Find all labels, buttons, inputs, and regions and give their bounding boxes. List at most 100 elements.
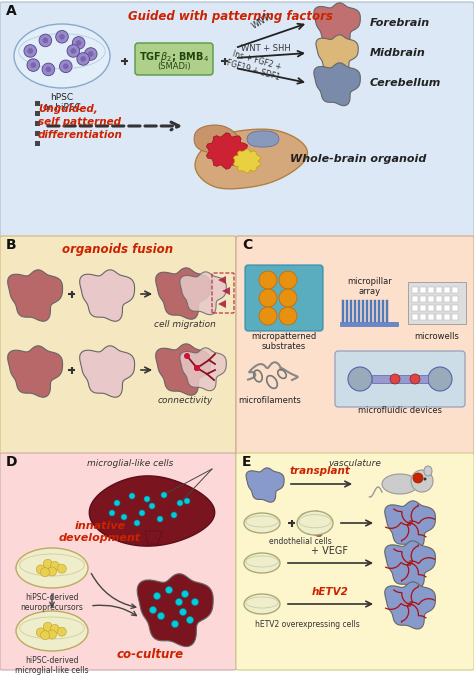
Circle shape (194, 365, 200, 371)
Polygon shape (233, 149, 260, 173)
Text: micropatterned
substrates: micropatterned substrates (251, 332, 317, 351)
Circle shape (184, 498, 190, 504)
Bar (436, 314, 442, 320)
Polygon shape (8, 346, 63, 397)
Circle shape (172, 621, 179, 628)
Circle shape (428, 367, 452, 391)
Text: microwells: microwells (415, 332, 459, 341)
Circle shape (80, 56, 86, 62)
Circle shape (390, 374, 400, 384)
Text: cell migration: cell migration (154, 320, 216, 329)
Circle shape (194, 365, 200, 371)
Text: Whole-brain organoid: Whole-brain organoid (290, 154, 426, 164)
Circle shape (149, 503, 155, 509)
Circle shape (194, 365, 200, 371)
Circle shape (43, 38, 48, 43)
Text: hiPSC-derived
neuroprecursors: hiPSC-derived neuroprecursors (20, 593, 83, 613)
Polygon shape (194, 125, 238, 153)
Text: microfilaments: microfilaments (238, 396, 301, 405)
Polygon shape (206, 133, 247, 169)
Circle shape (40, 630, 49, 640)
Polygon shape (180, 272, 227, 315)
Text: Forebrain: Forebrain (370, 18, 430, 28)
Bar (372, 375, 428, 383)
Circle shape (129, 493, 135, 499)
Circle shape (77, 53, 90, 65)
Circle shape (348, 367, 372, 391)
Polygon shape (145, 531, 162, 544)
Circle shape (410, 374, 420, 384)
Text: WNT + SHH: WNT + SHH (241, 44, 291, 53)
Circle shape (121, 514, 127, 520)
Bar (452, 287, 458, 293)
Circle shape (50, 624, 59, 633)
Text: microfluidic devices: microfluidic devices (358, 406, 442, 415)
Circle shape (171, 512, 177, 518)
Circle shape (30, 62, 36, 68)
FancyBboxPatch shape (245, 265, 323, 331)
Bar (444, 287, 450, 293)
Bar (444, 314, 450, 320)
Bar (386, 300, 388, 322)
Circle shape (279, 271, 297, 289)
Bar (378, 300, 380, 322)
Bar (374, 300, 376, 322)
Circle shape (43, 559, 52, 568)
Bar (452, 314, 458, 320)
Ellipse shape (16, 611, 88, 651)
Bar (35, 131, 40, 136)
Polygon shape (385, 582, 436, 629)
Circle shape (165, 587, 173, 593)
Bar (452, 305, 458, 311)
Circle shape (279, 307, 297, 325)
Circle shape (59, 60, 72, 73)
Circle shape (46, 67, 51, 72)
Circle shape (67, 45, 80, 57)
Polygon shape (155, 268, 210, 319)
Circle shape (186, 617, 193, 624)
Circle shape (144, 496, 150, 502)
Bar (35, 111, 40, 116)
Text: Ins + FGF2 +
FGF19 + SDF1: Ins + FGF2 + FGF19 + SDF1 (226, 48, 284, 82)
Bar (358, 300, 360, 322)
Bar (452, 296, 458, 302)
Bar (362, 300, 364, 322)
Bar (408, 282, 466, 324)
Circle shape (157, 516, 163, 522)
Text: A: A (6, 4, 17, 18)
Polygon shape (218, 276, 226, 284)
Circle shape (36, 565, 46, 574)
Text: hPSC
or hiPSC: hPSC or hiPSC (43, 93, 81, 113)
Text: transplant: transplant (290, 466, 350, 476)
Bar (35, 141, 40, 146)
Text: vasculature: vasculature (328, 459, 382, 468)
Circle shape (177, 500, 183, 506)
Polygon shape (80, 346, 135, 397)
Bar (342, 300, 344, 322)
Circle shape (50, 561, 59, 570)
Text: hETV2: hETV2 (311, 587, 348, 597)
Bar (412, 305, 418, 311)
Circle shape (413, 473, 423, 483)
Text: connectivity: connectivity (157, 396, 213, 405)
Polygon shape (137, 573, 213, 646)
FancyBboxPatch shape (335, 351, 465, 407)
Polygon shape (316, 35, 358, 73)
Circle shape (109, 510, 115, 516)
Bar (420, 287, 426, 293)
FancyBboxPatch shape (0, 236, 236, 455)
Bar (35, 101, 40, 106)
Text: D: D (6, 455, 18, 469)
Text: E: E (242, 455, 252, 469)
Bar (436, 305, 442, 311)
Bar (420, 305, 426, 311)
Ellipse shape (16, 548, 88, 588)
Circle shape (43, 622, 52, 631)
Bar (340, 322, 398, 326)
Circle shape (27, 59, 39, 71)
Polygon shape (247, 131, 279, 147)
Polygon shape (89, 476, 215, 546)
Circle shape (39, 34, 52, 47)
Circle shape (63, 64, 69, 69)
Text: Midbrain: Midbrain (370, 48, 426, 58)
